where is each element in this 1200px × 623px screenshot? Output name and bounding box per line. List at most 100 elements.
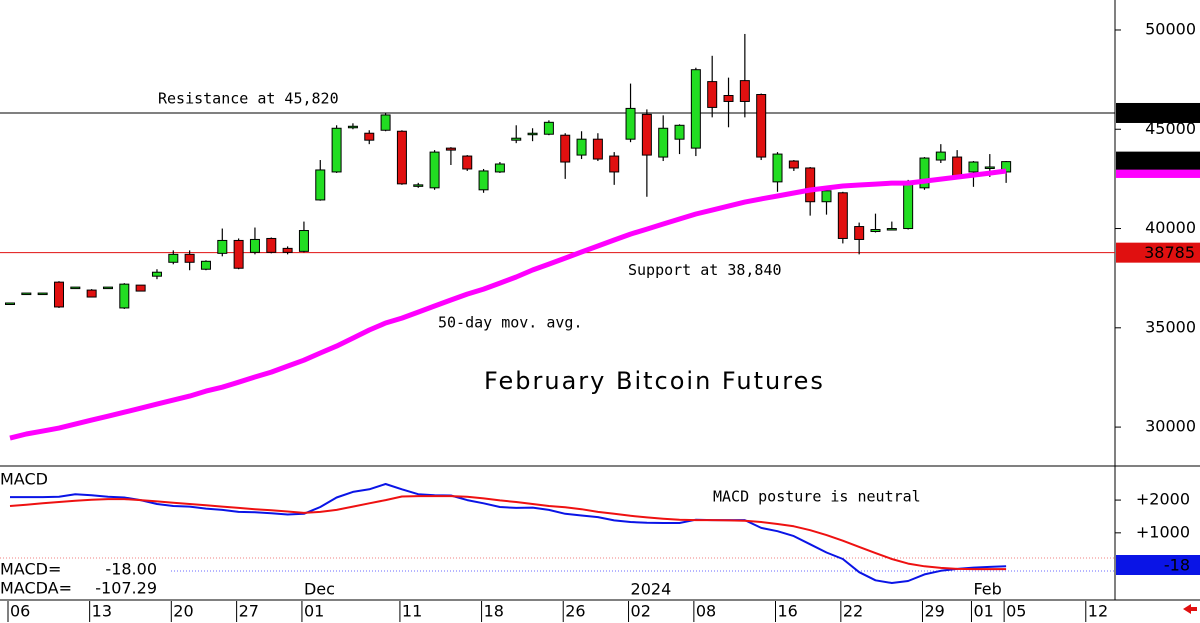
x-tick-label: 05 bbox=[1006, 602, 1026, 621]
candle-body bbox=[543, 121, 554, 135]
candle-body bbox=[968, 161, 979, 173]
candle-body bbox=[854, 226, 865, 240]
level-badge-label: 38785 bbox=[1144, 243, 1195, 262]
y-tick-label: 45000 bbox=[1145, 119, 1196, 138]
candle-body bbox=[429, 151, 440, 189]
candle-body bbox=[119, 283, 130, 309]
candle-body bbox=[135, 284, 146, 292]
candle-body bbox=[592, 138, 603, 160]
candle-body bbox=[380, 114, 391, 131]
last-badge-label: 43370 bbox=[1144, 151, 1195, 170]
candle-body bbox=[478, 170, 489, 191]
level-badge bbox=[1116, 102, 1200, 123]
candle-body bbox=[53, 281, 64, 308]
candle-body bbox=[102, 286, 113, 290]
candle-body bbox=[560, 134, 571, 163]
candle-body bbox=[86, 289, 97, 298]
x-tick-label: 13 bbox=[92, 602, 112, 621]
candle-body bbox=[200, 260, 211, 270]
x-tick-label: 11 bbox=[402, 602, 422, 621]
candle-body bbox=[413, 184, 424, 187]
level-badge-label: 45820 bbox=[1144, 103, 1195, 122]
readout-label: MACDA= bbox=[0, 579, 72, 598]
candle-body bbox=[396, 130, 407, 185]
candle-body bbox=[576, 138, 587, 156]
candle-body bbox=[445, 147, 456, 151]
readout-label: MACD= bbox=[0, 560, 61, 579]
x-tick-label: 01 bbox=[304, 602, 324, 621]
x-tick-label: 22 bbox=[843, 602, 863, 621]
readout-value: -107.29 bbox=[95, 579, 157, 598]
x-tick-label: 02 bbox=[631, 602, 651, 621]
candle-body bbox=[723, 95, 734, 102]
series-label: 50-day mov. avg. bbox=[438, 314, 583, 332]
x-tick-label: 26 bbox=[565, 602, 585, 621]
candle-body bbox=[5, 302, 15, 305]
candle-body bbox=[805, 167, 816, 203]
x-tick-label: 27 bbox=[239, 602, 259, 621]
readout-value: -18.00 bbox=[105, 560, 157, 579]
x-tick-label: 12 bbox=[1088, 602, 1108, 621]
candle-body bbox=[690, 69, 701, 149]
last-badge bbox=[1116, 151, 1200, 170]
macd-line bbox=[9, 495, 1007, 571]
candle-body bbox=[511, 137, 522, 141]
y-tick-label: 35000 bbox=[1145, 317, 1196, 336]
candle-body bbox=[952, 156, 963, 178]
candle-body bbox=[364, 132, 375, 141]
x-tick-label: 01 bbox=[973, 602, 993, 621]
y-tick-label: +2000 bbox=[1136, 490, 1190, 509]
candle-body bbox=[527, 132, 538, 136]
candle-body bbox=[821, 190, 832, 203]
candle-body bbox=[837, 192, 848, 239]
candle-body bbox=[756, 94, 767, 158]
macd-badge bbox=[1116, 555, 1200, 575]
candle-body bbox=[266, 237, 277, 253]
candle-body bbox=[494, 163, 505, 173]
moving-average bbox=[9, 168, 1007, 441]
chart-title: February Bitcoin Futures bbox=[484, 367, 825, 395]
candle-body bbox=[935, 151, 946, 161]
level-label: Support at 38,840 bbox=[628, 261, 782, 279]
candle-body bbox=[772, 153, 783, 183]
x-tick-label: 29 bbox=[924, 602, 944, 621]
candle-body bbox=[674, 124, 685, 140]
readout-box bbox=[0, 560, 170, 599]
x-tick-label: 18 bbox=[484, 602, 504, 621]
level-badge bbox=[1116, 242, 1200, 263]
candle-body bbox=[609, 155, 620, 173]
candle-body bbox=[233, 239, 244, 269]
annotation: MACD posture is neutral bbox=[713, 488, 921, 506]
month-label: Dec bbox=[304, 580, 335, 599]
candle-body bbox=[919, 157, 930, 189]
candle-body bbox=[217, 239, 228, 254]
candle-body bbox=[282, 247, 293, 253]
month-label: 2024 bbox=[631, 580, 672, 599]
candle-body bbox=[886, 228, 897, 231]
candle-body bbox=[21, 292, 32, 296]
candle-body bbox=[184, 253, 195, 263]
y-tick-label: 30000 bbox=[1145, 417, 1196, 436]
candle-body bbox=[707, 81, 718, 108]
candle-body bbox=[37, 292, 48, 296]
candle-body bbox=[298, 230, 309, 252]
candle-body bbox=[641, 113, 652, 156]
candle-body bbox=[168, 253, 179, 263]
candle-body bbox=[984, 166, 995, 169]
scroll-arrow[interactable] bbox=[1183, 604, 1197, 614]
candle-body bbox=[462, 155, 473, 170]
candle-body bbox=[331, 127, 342, 173]
panel-title: MACD bbox=[0, 470, 48, 489]
y-tick-label: +1000 bbox=[1136, 522, 1190, 541]
y-tick-label: 40000 bbox=[1145, 218, 1196, 237]
macd-badge-label: -18 bbox=[1164, 556, 1190, 575]
x-tick-label: 06 bbox=[10, 602, 30, 621]
month-label: Feb bbox=[973, 580, 1001, 599]
candle-body bbox=[870, 229, 881, 233]
x-tick-label: 20 bbox=[173, 602, 193, 621]
level-label: Resistance at 45,820 bbox=[158, 89, 339, 107]
candle-body bbox=[151, 271, 162, 277]
candle-body bbox=[788, 160, 799, 169]
